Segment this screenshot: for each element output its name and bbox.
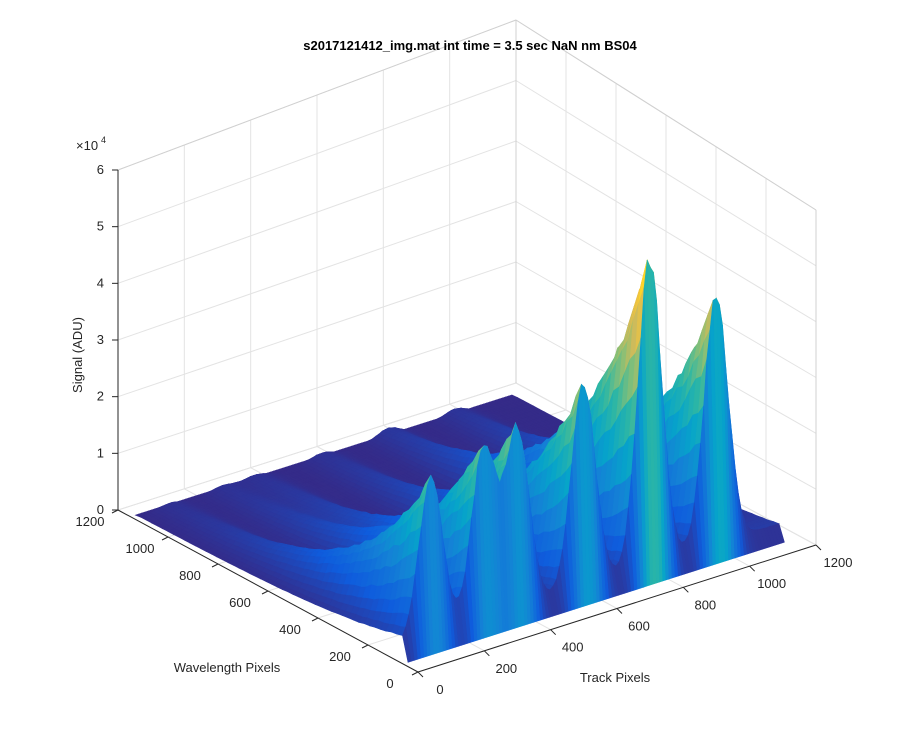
box-edge <box>117 19 517 171</box>
surface-plot <box>134 258 785 663</box>
back-wall-grid-line-z <box>117 140 517 284</box>
back-wall-grid-line-z <box>117 201 517 341</box>
back-wall-grid-line-z <box>117 80 517 228</box>
back-wall-grid-line-z <box>117 382 517 511</box>
back-wall-grid-line-z <box>117 322 517 454</box>
back-wall-grid-line-z <box>117 261 517 398</box>
box-edge <box>515 19 817 211</box>
side-wall-grid-line-z <box>515 261 817 434</box>
side-wall-grid-line-z <box>515 80 817 267</box>
side-wall-grid-line-z <box>515 140 817 323</box>
side-wall-grid-line-z <box>515 201 817 378</box>
